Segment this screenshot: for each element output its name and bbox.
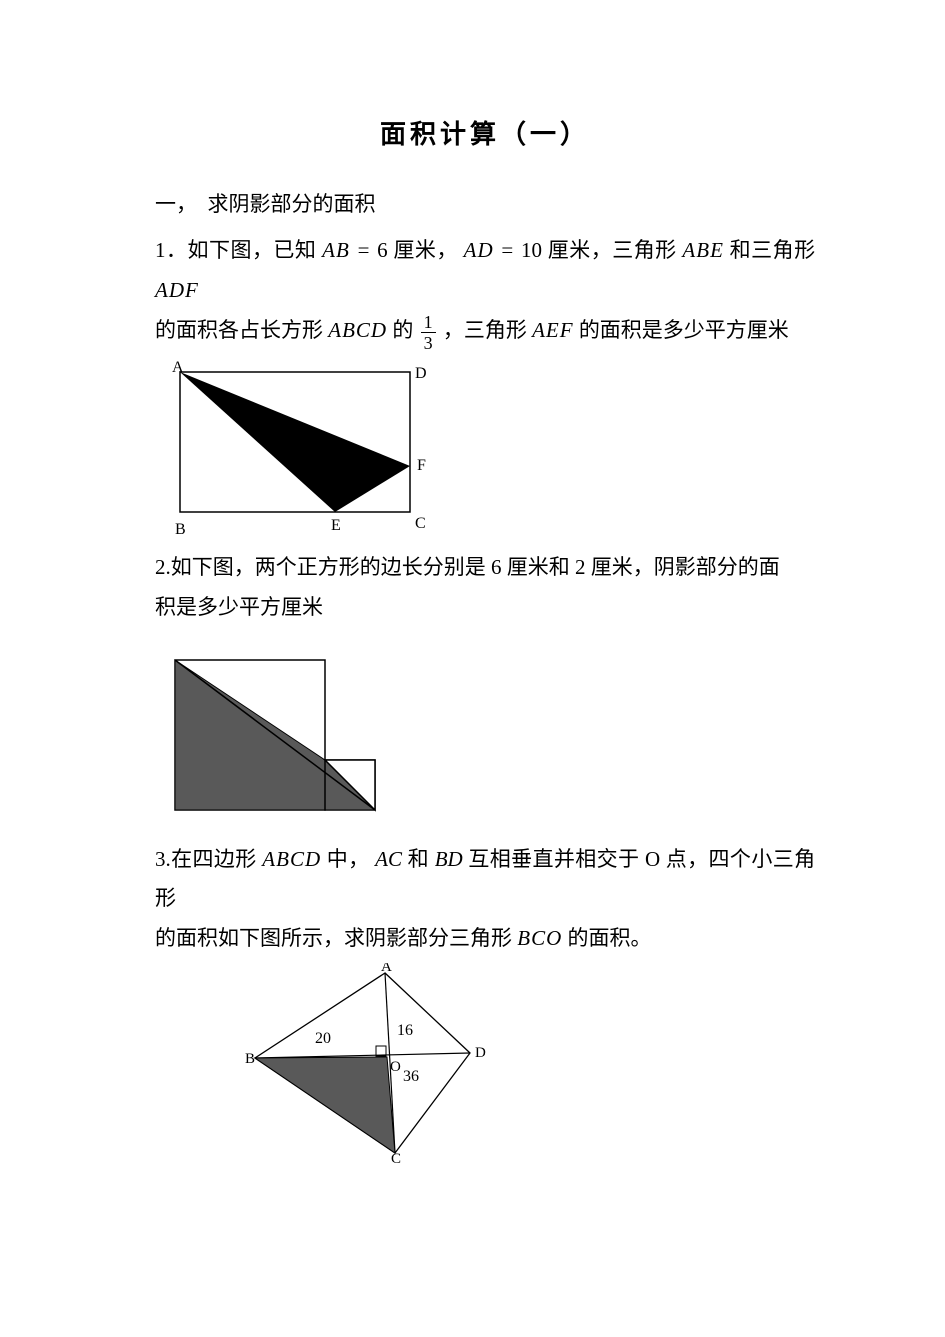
fig3-area-cdo: 36 xyxy=(403,1068,419,1085)
p1-ad: AD xyxy=(464,238,494,262)
p2-b: 积是多少平方厘米 xyxy=(155,595,323,619)
p3-m1: 中， xyxy=(327,847,370,871)
p1-m2: 的 xyxy=(392,318,413,342)
problem-2: 2.如下图，两个正方形的边长分别是 6 厘米和 2 厘米，阴影部分的面 积是多少… xyxy=(155,548,815,628)
p2-a: 2.如下图，两个正方形的边长分别是 6 厘米和 2 厘米，阴影部分的面 xyxy=(155,555,780,579)
fig1-label-D: D xyxy=(415,365,427,382)
p1-frac-bot: 3 xyxy=(421,333,436,352)
p3-ac: AC xyxy=(375,847,402,871)
p1-adval: 10 xyxy=(521,238,542,262)
p1-eq1: = xyxy=(356,238,372,262)
figure-2 xyxy=(155,650,815,830)
p3-l2: 的面积如下图所示，求阴影部分三角形 xyxy=(155,926,512,950)
p1-text: 1．如下图，已知 xyxy=(155,238,316,262)
fig3-label-B: B xyxy=(245,1051,255,1067)
p1-frac-top: 1 xyxy=(421,313,436,333)
problem-3: 3.在四边形 ABCD 中， AC 和 BD 互相垂直并相交于 O 点，四个小三… xyxy=(155,840,815,960)
p3-abcd: ABCD xyxy=(262,847,321,871)
fig3-label-O: O xyxy=(390,1059,401,1075)
p3-bco: BCO xyxy=(517,926,562,950)
fig3-label-A: A xyxy=(381,963,392,975)
p1-l2a: 的面积各占长方形 xyxy=(155,318,323,342)
p1-frac: 1 3 xyxy=(421,313,436,352)
p1-abval: 6 xyxy=(377,238,388,262)
p1-abcd: ABCD xyxy=(328,318,387,342)
p3-bd: BD xyxy=(435,847,463,871)
page: 面积计算（一） 一， 求阴影部分的面积 1．如下图，已知 AB = 6 厘米， … xyxy=(0,0,945,1337)
fig1-label-E: E xyxy=(331,517,341,534)
fig1-label-A: A xyxy=(172,359,184,376)
fig3-label-C: C xyxy=(391,1151,401,1163)
p1-aef: AEF xyxy=(532,318,573,342)
problem-1: 1．如下图，已知 AB = 6 厘米， AD = 10 厘米，三角形 ABE 和… xyxy=(155,231,815,351)
p1-m1: 和三角形 xyxy=(730,238,815,262)
p3-pre: 3.在四边形 xyxy=(155,847,257,871)
page-title: 面积计算（一） xyxy=(155,110,815,159)
section-heading: 一， 求阴影部分的面积 xyxy=(155,185,815,225)
p1-abe: ABE xyxy=(682,238,723,262)
figure-1: A D B C E F xyxy=(155,358,815,538)
fig1-label-B: B xyxy=(175,521,186,538)
fig3-label-D: D xyxy=(475,1045,486,1061)
p1-ab: AB xyxy=(322,238,350,262)
p3-tail: 的面积。 xyxy=(568,926,652,950)
p3-and: 和 xyxy=(408,847,429,871)
fig3-area-ado: 16 xyxy=(397,1022,413,1039)
figure-3: A B C D O 20 16 36 xyxy=(245,963,815,1163)
p1-adf: ADF xyxy=(155,278,199,302)
p1-u2: 厘米，三角形 xyxy=(548,238,677,262)
p1-u1: 厘米， xyxy=(393,238,457,262)
fig1-label-F: F xyxy=(417,457,426,474)
fig3-area-abo: 20 xyxy=(315,1030,331,1047)
p1-tail: 的面积是多少平方厘米 xyxy=(579,318,789,342)
fig1-label-C: C xyxy=(415,515,426,532)
p1-eq2: = xyxy=(499,238,515,262)
p1-m3: ，三角形 xyxy=(443,318,527,342)
